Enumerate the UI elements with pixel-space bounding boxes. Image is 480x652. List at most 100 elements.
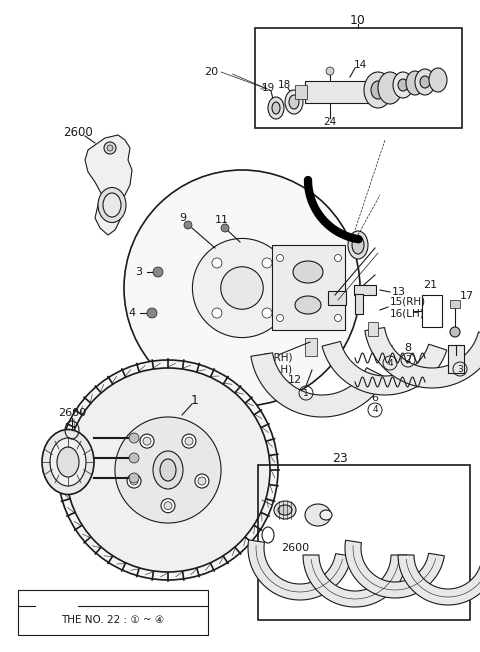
Bar [422,295,442,327]
Text: 8: 8 [405,343,411,353]
Polygon shape [248,540,351,600]
Text: 23: 23 [332,451,348,464]
Circle shape [66,368,270,572]
Ellipse shape [153,451,183,489]
Circle shape [184,221,192,229]
Circle shape [335,254,341,261]
Ellipse shape [103,193,121,217]
Text: 12: 12 [288,375,302,385]
Ellipse shape [378,72,402,104]
Circle shape [129,433,139,443]
Ellipse shape [348,231,368,259]
Polygon shape [251,353,386,417]
Circle shape [185,437,193,445]
Bar [305,81,370,103]
Text: 9: 9 [180,213,187,223]
Circle shape [212,258,222,268]
Text: 4: 4 [372,406,378,415]
Circle shape [326,67,334,75]
Text: 1: 1 [191,394,199,406]
Circle shape [262,308,272,318]
Polygon shape [322,342,447,395]
Circle shape [198,477,206,485]
Circle shape [129,473,139,483]
Circle shape [104,142,116,154]
Ellipse shape [320,510,332,520]
Text: 10: 10 [350,14,366,27]
Text: THE NO. 22 : ① ~ ④: THE NO. 22 : ① ~ ④ [61,615,165,625]
Bar [295,85,307,99]
Ellipse shape [50,438,86,486]
Ellipse shape [393,72,413,98]
Bar [328,291,346,305]
Text: 17: 17 [460,291,474,301]
Text: 6: 6 [386,345,394,355]
Circle shape [129,453,139,463]
Polygon shape [85,135,132,235]
Ellipse shape [42,430,94,494]
Bar [354,285,376,295]
Text: 20: 20 [204,67,218,77]
Polygon shape [272,245,345,330]
Ellipse shape [295,296,321,314]
Bar [258,465,470,620]
Circle shape [164,501,172,510]
Circle shape [192,239,291,338]
Text: 3: 3 [135,267,142,277]
Circle shape [124,170,360,406]
Circle shape [221,224,229,232]
Ellipse shape [305,504,331,526]
Circle shape [147,308,157,318]
Ellipse shape [398,79,408,91]
Ellipse shape [415,69,435,95]
Polygon shape [398,555,480,605]
Ellipse shape [285,90,303,114]
Polygon shape [303,555,407,607]
Polygon shape [345,540,444,598]
Bar [368,322,378,336]
Ellipse shape [364,72,392,108]
Ellipse shape [98,188,126,222]
Text: 6: 6 [372,393,379,403]
Text: 24: 24 [324,117,336,127]
Ellipse shape [278,505,292,515]
Text: NOTE: NOTE [43,601,72,611]
Text: 19: 19 [262,83,275,93]
Circle shape [161,499,175,512]
Text: 21: 21 [423,280,437,290]
Circle shape [182,434,196,448]
Ellipse shape [160,459,176,481]
Text: 16(LH): 16(LH) [390,309,425,319]
Text: 7: 7 [466,350,473,360]
Ellipse shape [352,236,364,254]
Circle shape [276,314,284,321]
Text: 18: 18 [277,80,290,90]
Ellipse shape [371,81,385,99]
Circle shape [140,434,154,448]
Ellipse shape [420,76,430,88]
Ellipse shape [289,95,299,109]
Bar [355,294,363,314]
Text: 11: 11 [215,215,229,225]
Circle shape [153,267,163,277]
Circle shape [58,360,278,580]
Text: 5(LH): 5(LH) [264,365,292,375]
Text: 4: 4 [129,308,136,318]
Bar [255,28,462,128]
Circle shape [143,437,151,445]
Ellipse shape [293,261,323,283]
Ellipse shape [57,447,79,477]
Ellipse shape [406,71,424,95]
Text: 2: 2 [405,355,411,364]
Ellipse shape [429,68,447,92]
Text: 4: 4 [387,359,393,368]
Circle shape [262,258,272,268]
Circle shape [335,314,341,321]
Circle shape [276,254,284,261]
Circle shape [107,145,113,151]
Text: 3: 3 [447,353,455,363]
Text: 13: 13 [392,287,406,297]
Text: 3: 3 [457,364,463,374]
Polygon shape [365,327,480,388]
Circle shape [130,477,138,485]
